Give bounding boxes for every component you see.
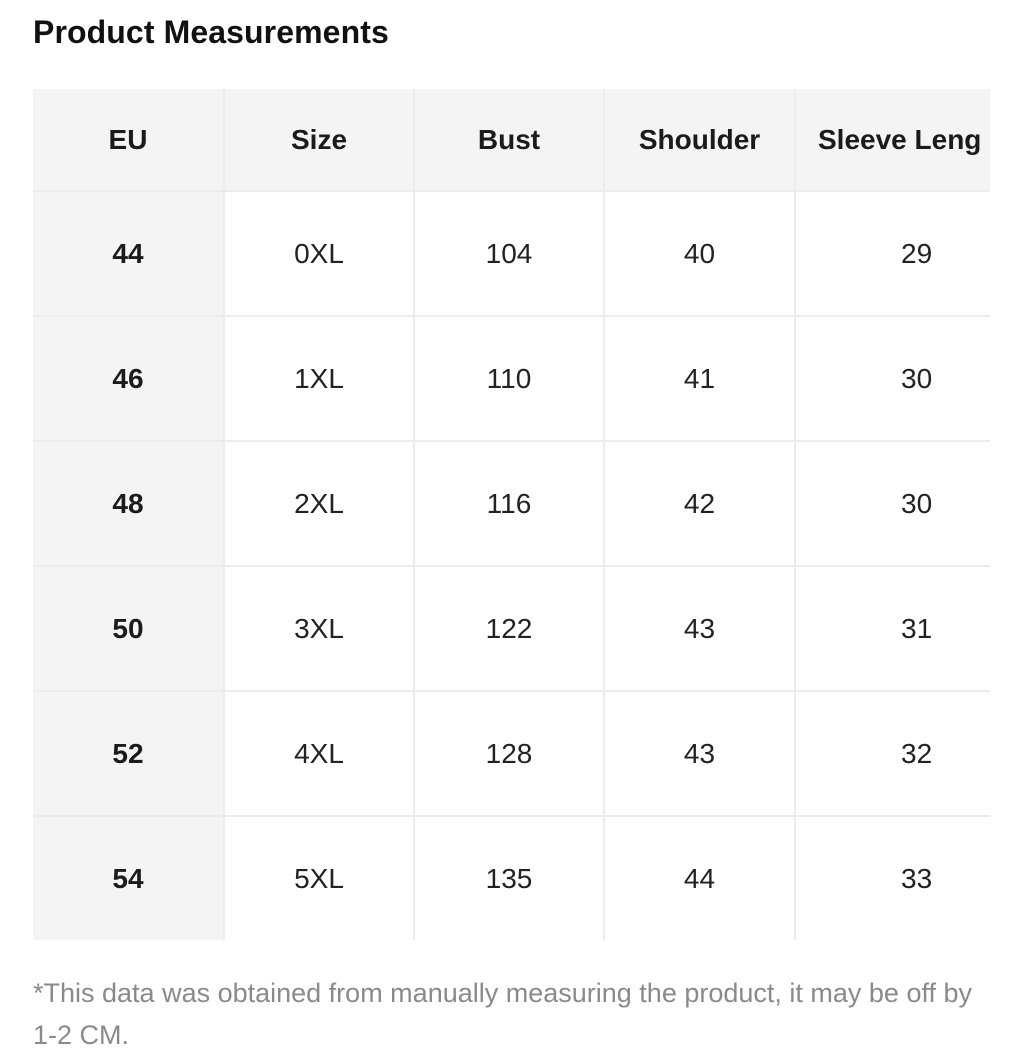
table-row: 48 2XL 116 42 30	[33, 441, 990, 567]
column-header-eu: EU	[33, 89, 225, 192]
cell-size: 0XL	[224, 191, 415, 317]
cell-sleeve-length: 33	[795, 816, 990, 940]
cell-bust: 128	[414, 691, 605, 817]
cell-shoulder: 43	[604, 691, 796, 817]
cell-shoulder: 42	[604, 441, 796, 567]
column-header-sleeve-length: Sleeve Leng	[795, 89, 990, 192]
cell-size: 3XL	[224, 566, 415, 692]
cell-sleeve-length: 29	[795, 191, 990, 317]
table-row: 52 4XL 128 43 32	[33, 691, 990, 817]
cell-eu: 44	[33, 191, 225, 317]
cell-sleeve-length: 31	[795, 566, 990, 692]
cell-sleeve-length-value: 32	[901, 737, 933, 769]
cell-eu: 50	[33, 566, 225, 692]
cell-shoulder: 43	[604, 566, 796, 692]
cell-eu: 48	[33, 441, 225, 567]
cell-eu: 52	[33, 691, 225, 817]
cell-eu: 46	[33, 316, 225, 442]
measurements-table: EU Size Bust Shoulder Sleeve Leng 44 0XL…	[33, 89, 990, 940]
cell-shoulder: 44	[604, 816, 796, 940]
table-row: 54 5XL 135 44 33	[33, 816, 990, 940]
cell-eu: 54	[33, 816, 225, 940]
page-title: Product Measurements	[33, 14, 389, 50]
cell-bust: 135	[414, 816, 605, 940]
cell-sleeve-length: 32	[795, 691, 990, 817]
cell-bust: 110	[414, 316, 605, 442]
table-header-row: EU Size Bust Shoulder Sleeve Leng	[33, 89, 990, 192]
cell-shoulder: 41	[604, 316, 796, 442]
cell-size: 5XL	[224, 816, 415, 940]
cell-size: 1XL	[224, 316, 415, 442]
table-row: 46 1XL 110 41 30	[33, 316, 990, 442]
cell-sleeve-length-value: 33	[901, 862, 933, 894]
column-header-sleeve-length-label: Sleeve Leng	[818, 123, 982, 155]
cell-size: 4XL	[224, 691, 415, 817]
cell-sleeve-length: 30	[795, 316, 990, 442]
cell-sleeve-length: 30	[795, 441, 990, 567]
column-header-bust: Bust	[414, 89, 605, 192]
cell-shoulder: 40	[604, 191, 796, 317]
cell-sleeve-length-value: 31	[901, 612, 933, 644]
measurement-disclaimer: *This data was obtained from manually me…	[33, 978, 972, 1050]
column-header-size: Size	[224, 89, 415, 192]
column-header-shoulder: Shoulder	[604, 89, 796, 192]
cell-sleeve-length-value: 30	[901, 362, 933, 394]
table-row: 50 3XL 122 43 31	[33, 566, 990, 692]
cell-size: 2XL	[224, 441, 415, 567]
cell-sleeve-length-value: 29	[901, 237, 933, 269]
cell-bust: 116	[414, 441, 605, 567]
cell-bust: 122	[414, 566, 605, 692]
table-row: 44 0XL 104 40 29	[33, 191, 990, 317]
measurements-table-container[interactable]: EU Size Bust Shoulder Sleeve Leng 44 0XL…	[33, 89, 990, 946]
cell-bust: 104	[414, 191, 605, 317]
cell-sleeve-length-value: 30	[901, 487, 933, 519]
